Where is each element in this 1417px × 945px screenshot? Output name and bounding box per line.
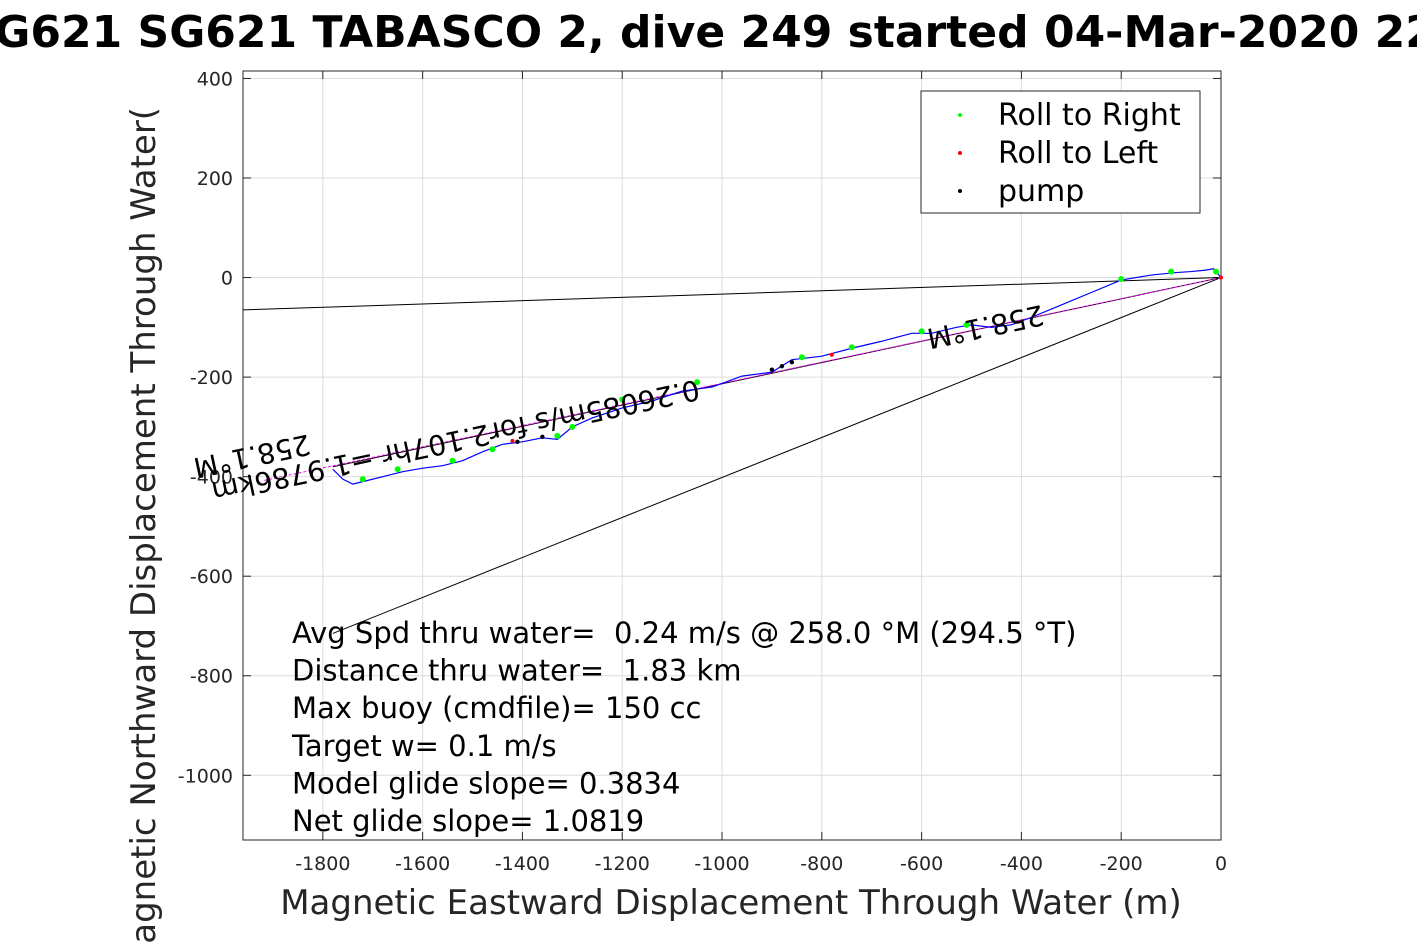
x-tick-label: -1600 — [395, 853, 450, 875]
x-tick-label: -1400 — [495, 853, 550, 875]
y-tick-label: 200 — [197, 168, 233, 190]
plot-frame — [242, 70, 1222, 841]
pump-point — [769, 367, 775, 372]
roll-right-point — [848, 344, 855, 351]
roll-right-point — [1168, 268, 1175, 275]
roll-right-point — [489, 446, 496, 453]
y-tick-label: -200 — [190, 367, 233, 389]
roll-right-point — [694, 379, 701, 386]
reference-line — [262, 277, 1222, 482]
roll-right-point — [963, 321, 970, 328]
y-axis-label: Magnetic Northward Displacement Through … — [124, 107, 164, 945]
legend-entry: Roll to Right — [998, 98, 1181, 133]
roll-right-point — [394, 466, 401, 473]
x-tick-label: -600 — [900, 853, 943, 875]
x-tick-label: -1000 — [694, 853, 749, 875]
y-axis-ticks: 400 200 0 -200 -400 -600 -800 -1000 — [178, 68, 1221, 787]
legend-marker — [958, 151, 962, 155]
x-tick-label: -400 — [1000, 853, 1043, 875]
direction-label: 258.1°M — [924, 298, 1047, 355]
roll-right-point — [1213, 268, 1220, 275]
x-axis-label: Magnetic Eastward Displacement Through W… — [280, 883, 1182, 923]
grid — [243, 71, 1222, 840]
x-tick-label: -1200 — [595, 853, 650, 875]
roll-right-point — [449, 457, 456, 464]
reference-line — [332, 277, 1222, 634]
x-tick-label: -800 — [800, 853, 843, 875]
x-axis-ticks: -1800 -1600 -1400 -1200 -1000 -800 -600 -400 -20… — [295, 71, 1227, 875]
legend-box — [920, 90, 1201, 214]
roll-right-point — [1118, 276, 1125, 283]
annotation-line: Target w= 0.1 m/s — [291, 729, 557, 763]
pump-point — [789, 359, 795, 365]
legend-marker — [958, 113, 962, 117]
roll-left-point — [1219, 275, 1223, 280]
annotation-line: Avg Spd thru water= 0.24 m/s @ 258.0 °M … — [292, 616, 1076, 650]
y-tick-label: -1000 — [178, 765, 233, 787]
roll-right-point — [798, 354, 805, 361]
annotation-line: Max buoy (cmdfile)= 150 cc — [292, 691, 701, 725]
y-tick-label: 0 — [221, 268, 233, 290]
roll-left-point — [510, 438, 515, 443]
chart-title: SG621 SG621 TABASCO 2, dive 249 started … — [0, 7, 1417, 58]
pump-point — [779, 363, 785, 369]
series-line-track — [332, 267, 1222, 485]
marker-group — [359, 268, 1223, 483]
annotation-line: Net glide slope= 1.0819 — [292, 804, 644, 838]
roll-right-point — [554, 432, 561, 439]
pump-point — [540, 434, 545, 440]
series-group — [332, 267, 1222, 485]
x-tick-label: -1800 — [295, 853, 350, 875]
x-tick-label: 0 — [1215, 853, 1227, 875]
reference-lines — [242, 277, 1222, 634]
annotation-block: Avg Spd thru water= 0.24 m/s @ 258.0 °M … — [291, 616, 1076, 838]
roll-right-point — [569, 423, 576, 430]
legend-entry: pump — [998, 174, 1084, 209]
roll-right-point — [359, 476, 366, 483]
y-tick-label: 400 — [197, 68, 233, 90]
roll-right-point — [619, 396, 626, 403]
annotation-line: Model glide slope= 0.3834 — [292, 766, 680, 800]
reference-line — [242, 277, 1222, 311]
legend-entry: Roll to Left — [998, 136, 1158, 171]
y-tick-label: -600 — [190, 566, 233, 588]
y-tick-label: -400 — [190, 467, 233, 489]
annotation-line: Distance thru water= 1.83 km — [292, 654, 742, 688]
pump-point — [515, 439, 520, 445]
roll-left-point — [829, 352, 834, 357]
x-tick-label: -200 — [1100, 853, 1143, 875]
roll-right-point — [918, 328, 925, 335]
legend-marker — [958, 189, 962, 193]
y-tick-label: -800 — [190, 666, 233, 688]
